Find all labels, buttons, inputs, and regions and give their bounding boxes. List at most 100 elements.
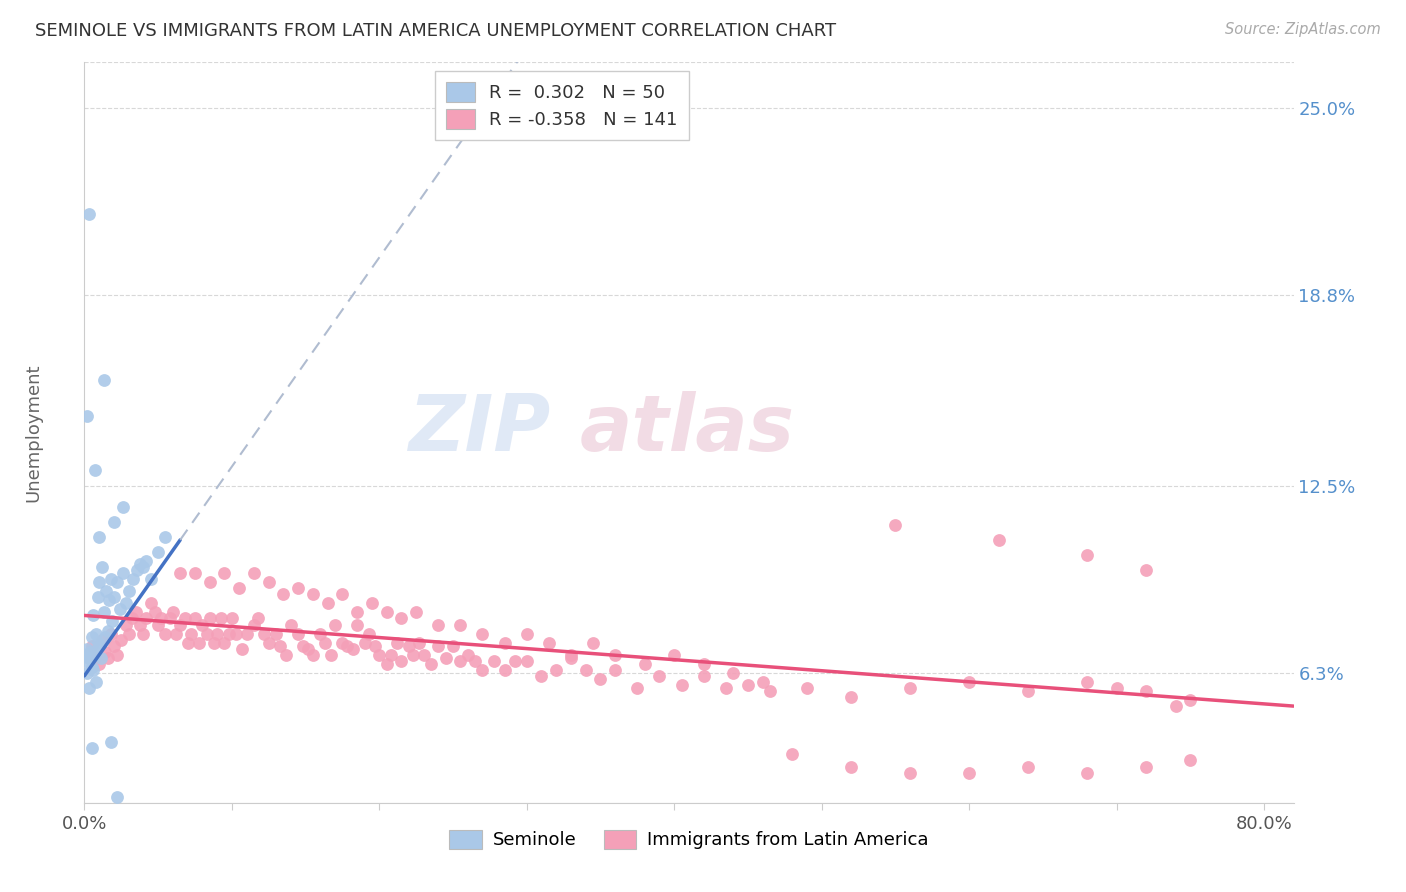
Point <box>159 611 181 625</box>
Point <box>86 591 108 605</box>
Point <box>129 617 152 632</box>
Point <box>129 557 152 571</box>
Point <box>111 500 134 514</box>
Point <box>449 617 471 632</box>
Point <box>1164 699 1187 714</box>
Point <box>427 617 450 632</box>
Point <box>1076 548 1098 562</box>
Point <box>402 648 425 662</box>
Point <box>987 533 1010 547</box>
Point <box>582 635 605 649</box>
Point <box>165 626 187 640</box>
Point <box>721 665 744 680</box>
Point <box>560 648 582 662</box>
Point <box>211 611 233 625</box>
Point <box>94 645 117 659</box>
Point <box>1135 684 1157 698</box>
Point <box>605 663 627 677</box>
Point <box>780 747 803 762</box>
Point <box>575 663 598 677</box>
Point <box>353 635 375 649</box>
Point <box>94 630 117 644</box>
Point <box>169 617 191 632</box>
Point <box>139 572 162 586</box>
Point <box>195 626 218 640</box>
Point <box>132 626 155 640</box>
Point <box>122 572 145 586</box>
Point <box>332 587 354 601</box>
Point <box>105 789 128 804</box>
Point <box>839 690 862 704</box>
Point <box>389 611 412 625</box>
Point <box>560 650 582 665</box>
Point <box>235 626 257 640</box>
Point <box>155 530 177 544</box>
Point <box>385 635 408 649</box>
Point <box>1135 563 1157 577</box>
Point <box>441 639 464 653</box>
Point <box>96 584 118 599</box>
Point <box>87 530 110 544</box>
Point <box>323 617 346 632</box>
Point <box>228 581 250 595</box>
Point <box>898 765 921 780</box>
Point <box>287 581 309 595</box>
Point <box>297 641 319 656</box>
Point <box>86 635 108 649</box>
Point <box>412 648 434 662</box>
Point <box>97 650 120 665</box>
Point <box>114 596 136 610</box>
Point <box>110 632 132 647</box>
Point <box>364 639 387 653</box>
Point <box>87 639 110 653</box>
Point <box>398 639 420 653</box>
Point <box>198 611 221 625</box>
Point <box>243 617 266 632</box>
Point <box>342 641 364 656</box>
Legend: Seminole, Immigrants from Latin America: Seminole, Immigrants from Latin America <box>443 823 935 856</box>
Point <box>114 617 136 632</box>
Point <box>184 611 207 625</box>
Point <box>205 626 228 640</box>
Point <box>132 560 155 574</box>
Point <box>76 641 98 656</box>
Point <box>605 648 627 662</box>
Point <box>180 626 202 640</box>
Point <box>957 765 980 780</box>
Point <box>76 665 98 680</box>
Point <box>361 596 384 610</box>
Point <box>135 611 157 625</box>
Point <box>737 678 759 692</box>
Point <box>87 575 110 590</box>
Point <box>139 596 162 610</box>
Point <box>671 678 693 692</box>
Point <box>84 626 107 640</box>
Point <box>291 639 314 653</box>
Point <box>176 635 198 649</box>
Point <box>1017 684 1039 698</box>
Point <box>135 554 157 568</box>
Point <box>218 626 240 640</box>
Point <box>494 635 516 649</box>
Point <box>76 409 98 423</box>
Point <box>84 650 107 665</box>
Point <box>516 654 538 668</box>
Point <box>471 663 494 677</box>
Point <box>184 566 207 581</box>
Text: atlas: atlas <box>581 391 796 467</box>
Point <box>314 635 336 649</box>
Point <box>93 373 115 387</box>
Point <box>419 657 441 671</box>
Point <box>253 626 276 640</box>
Point <box>155 626 177 640</box>
Point <box>257 635 280 649</box>
Point <box>80 630 103 644</box>
Point <box>434 650 457 665</box>
Point <box>243 566 266 581</box>
Point <box>77 206 100 220</box>
Point <box>91 560 114 574</box>
Point <box>839 759 862 773</box>
Point <box>202 635 225 649</box>
Point <box>214 635 236 649</box>
Point <box>316 596 339 610</box>
